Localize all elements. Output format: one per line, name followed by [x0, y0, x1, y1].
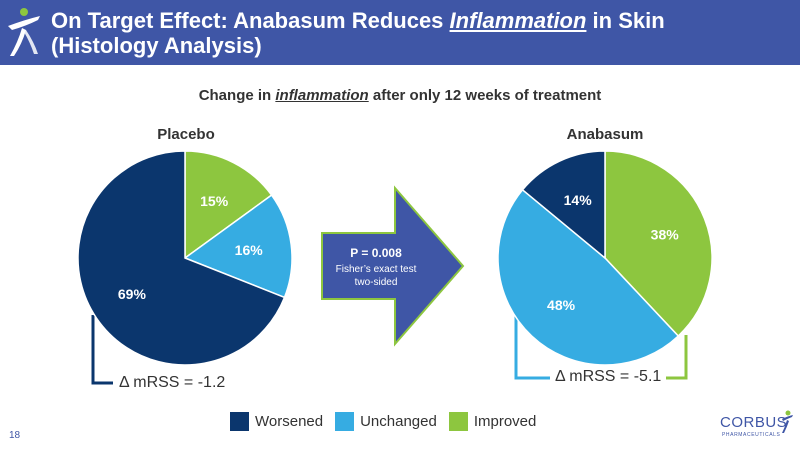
chart-subtitle: Change in inflammation after only 12 wee…: [198, 87, 602, 104]
placebo-mrss-annotation: Δ mRSS = -1.2: [119, 374, 226, 391]
legend-item-worsened: Worsened: [230, 412, 323, 431]
placebo-label-improved: 15%: [200, 193, 229, 209]
legend: Worsened Unchanged Improved: [230, 412, 548, 431]
placebo-chart-title: Placebo: [157, 126, 215, 143]
anabasum-slice-improved: [604, 150, 713, 338]
anabasum-chart-title: Anabasum: [566, 126, 644, 143]
legend-swatch-worsened: [230, 412, 249, 431]
anabasum-slice-unchanged: [497, 188, 680, 366]
significance-arrow: [321, 185, 465, 347]
test-sides: two-sided: [354, 277, 398, 288]
legend-label: Unchanged: [360, 413, 437, 430]
placebo-pie: 15% 16% 69%: [77, 150, 293, 366]
legend-swatch-unchanged: [335, 412, 355, 431]
placebo-slice-improved: [184, 150, 273, 260]
logo-subtext: PHARMACEUTICALS: [722, 432, 781, 438]
anabasum-pie: 38% 48% 14%: [497, 150, 713, 366]
legend-item-unchanged: Unchanged: [335, 412, 437, 431]
header-bar: On Target Effect: Anabasum Reduces Infla…: [0, 0, 800, 65]
anabasum-label-worsened: 14%: [564, 192, 593, 208]
anabasum-mrss-bracket-right: [666, 335, 688, 380]
logo-text: CORBUS: [720, 414, 787, 431]
anabasum-mrss-bracket: [514, 316, 550, 380]
legend-swatch-improved: [448, 412, 468, 431]
test-name: Fisher’s exact test: [335, 264, 417, 275]
placebo-label-unchanged: 16%: [235, 242, 264, 258]
placebo-slice-unchanged: [183, 194, 293, 299]
anabasum-slice-worsened: [521, 150, 606, 260]
p-value: P = 0.008: [350, 246, 402, 260]
page-number: 18: [9, 430, 21, 441]
anabasum-mrss-annotation: Δ mRSS = -5.1: [555, 368, 662, 385]
page-title: On Target Effect: Anabasum Reduces Infla…: [51, 8, 665, 58]
corbus-figure-icon: [8, 8, 40, 56]
placebo-label-worsened: 69%: [118, 286, 147, 302]
legend-label: Worsened: [255, 413, 324, 430]
legend-item-improved: Improved: [448, 412, 537, 431]
placebo-slice-worsened: [77, 150, 286, 366]
corbus-logo: CORBUS PHARMACEUTICALS: [720, 410, 793, 438]
anabasum-label-unchanged: 48%: [547, 297, 576, 313]
significance-text: P = 0.008 Fisher’s exact test two-sided: [320, 246, 432, 289]
anabasum-label-improved: 38%: [651, 226, 680, 242]
legend-label: Improved: [473, 413, 537, 430]
placebo-mrss-bracket: [91, 315, 113, 385]
